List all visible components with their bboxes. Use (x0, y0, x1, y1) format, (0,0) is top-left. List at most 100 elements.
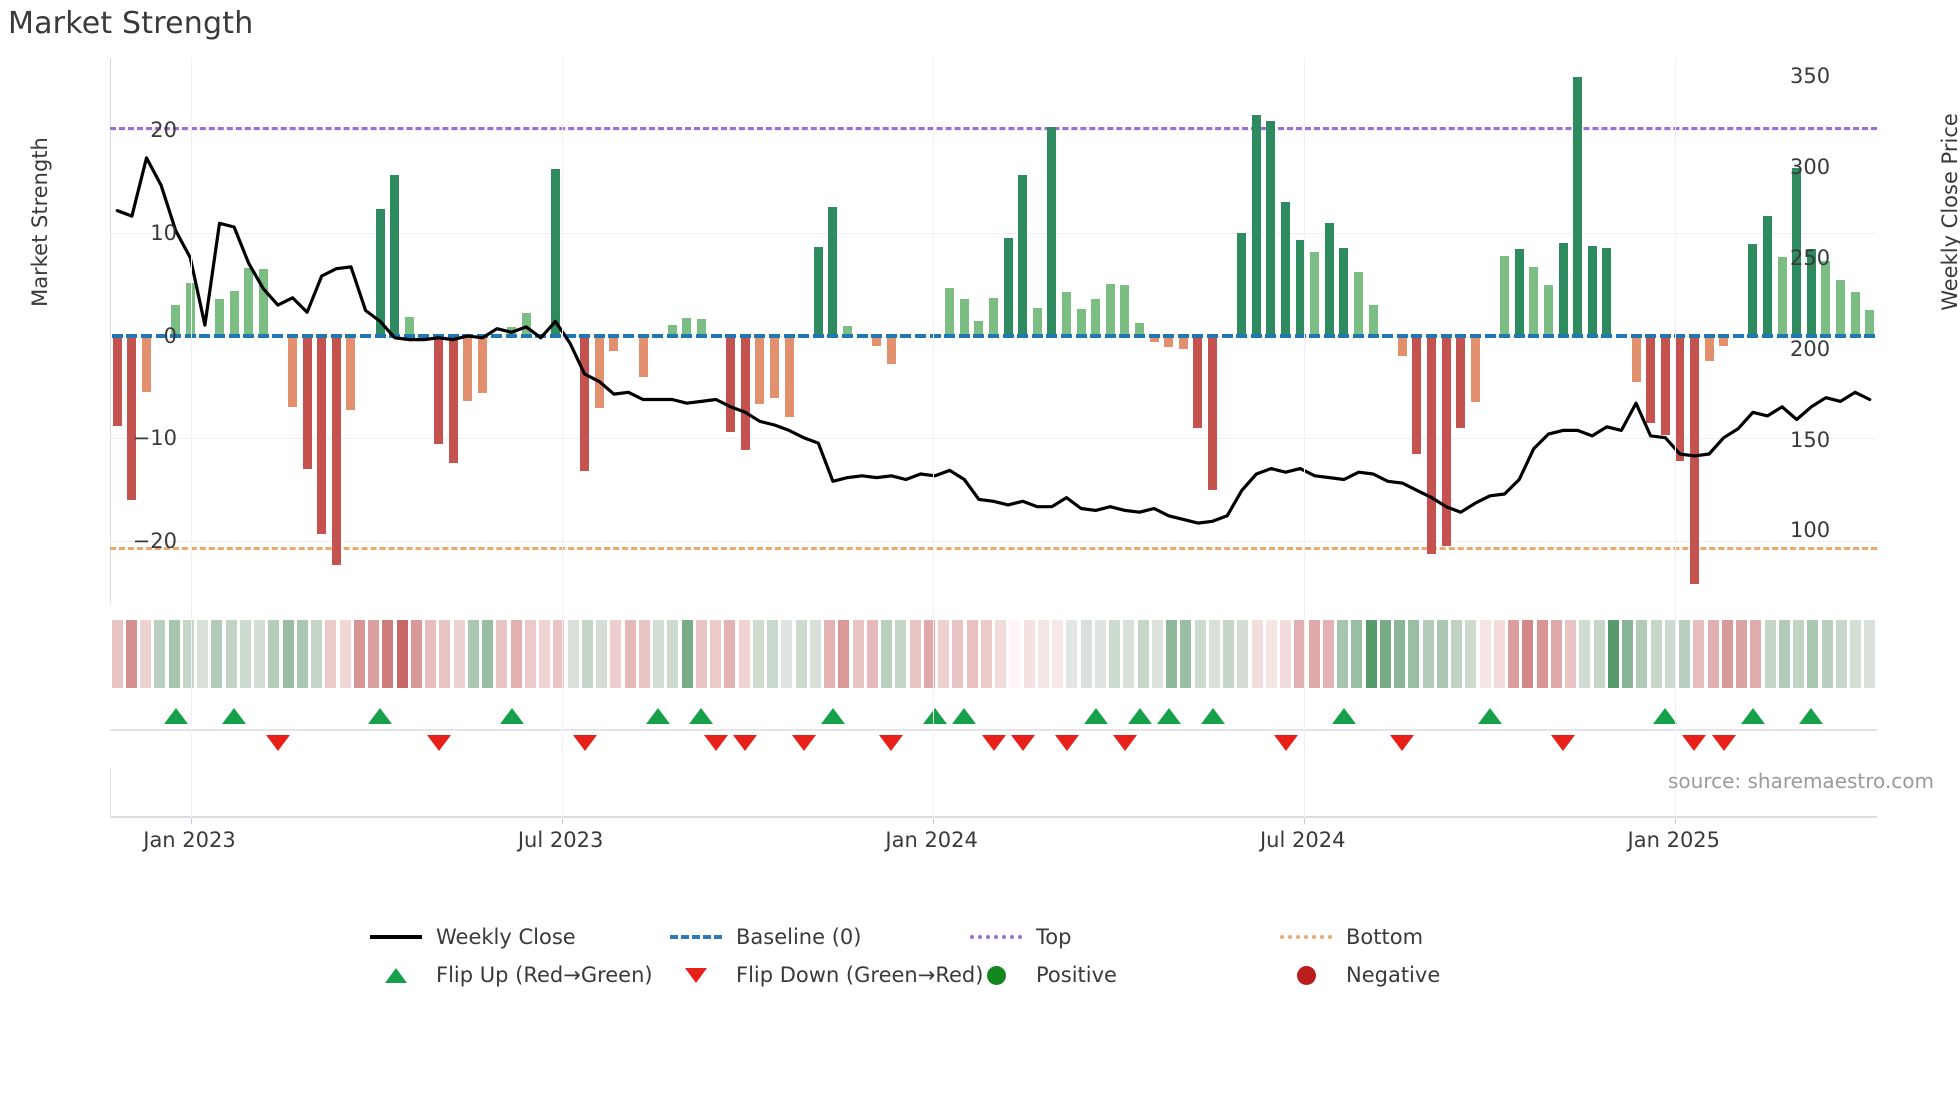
baseline-marker (1864, 333, 1876, 338)
baseline-marker (783, 333, 795, 338)
heatmap-cell (710, 620, 722, 688)
heatmap-cell (596, 620, 608, 688)
baseline-marker (1499, 333, 1511, 338)
legend-item-positive[interactable]: Positive (970, 963, 1280, 987)
strength-bar (1456, 335, 1466, 429)
heatmap-cell (1793, 620, 1805, 688)
baseline-marker (155, 333, 167, 338)
flip-down-marker (1711, 735, 1736, 751)
heatmap-cell (1080, 620, 1092, 688)
dot-red-icon (1280, 965, 1332, 985)
heatmap-cell (1750, 620, 1762, 688)
x-axis-tick-mark (932, 816, 934, 824)
strength-bar (521, 313, 531, 336)
baseline-marker (257, 333, 269, 338)
flip-up-marker (1200, 708, 1225, 724)
baseline-marker (973, 333, 985, 338)
legend-item-flip-down[interactable]: Flip Down (Green→Red) (670, 963, 983, 987)
legend-item-baseline[interactable]: Baseline (0) (670, 925, 970, 949)
heatmap-cell (1522, 620, 1534, 688)
heatmap-cell (197, 620, 209, 688)
legend-item-weekly-close[interactable]: Weekly Close (370, 925, 670, 949)
strength-bar (1281, 201, 1291, 336)
legend-item-bottom[interactable]: Bottom (1280, 925, 1590, 949)
flip-up-marker (1083, 708, 1108, 724)
strength-bar (1543, 285, 1553, 336)
heatmap-cell (1123, 620, 1135, 688)
heatmap-cell (1850, 620, 1862, 688)
baseline-marker (1674, 333, 1686, 338)
y-axis-right-tick: 350 (1790, 64, 1831, 89)
heatmap-cell (1009, 620, 1021, 688)
dotted-line-orange-icon (1280, 935, 1332, 939)
strength-bar (1237, 232, 1247, 336)
baseline-marker (1601, 333, 1613, 338)
strength-bar (1164, 335, 1174, 347)
strength-bar (1427, 335, 1437, 554)
heatmap-cell (1451, 620, 1463, 688)
baseline-marker (418, 333, 430, 338)
heatmap-cell (1650, 620, 1662, 688)
y-axis-right-tick: 300 (1790, 155, 1831, 179)
flip-down-marker (1682, 735, 1707, 751)
heatmap-cell (1251, 620, 1263, 688)
baseline-marker (170, 333, 182, 338)
baseline-marker (754, 333, 766, 338)
y-axis-right-tick: 200 (1790, 336, 1831, 361)
heatmap-cell (1066, 620, 1078, 688)
heatmap-cell (382, 620, 394, 688)
legend-item-top[interactable]: Top (970, 925, 1280, 949)
strength-bar (1178, 335, 1188, 349)
legend-item-flip-up[interactable]: Flip Up (Red→Green) (370, 963, 670, 987)
bottom-reference-line (110, 547, 1877, 551)
x-axis-tick-label: Jan 2025 (1627, 828, 1721, 852)
baseline-marker (681, 333, 693, 338)
baseline-marker (695, 333, 707, 338)
heatmap-cell (795, 620, 807, 688)
page-title: Market Strength (8, 6, 254, 41)
strength-bar (1821, 260, 1831, 336)
legend-label: Weekly Close (436, 925, 576, 949)
dotted-line-purple-icon (970, 935, 1022, 939)
baseline-marker (1280, 333, 1292, 338)
heatmap-cell (966, 620, 978, 688)
baseline-marker (141, 333, 152, 338)
baseline-marker (360, 333, 372, 338)
flip-up-marker (952, 708, 977, 724)
baseline-marker (710, 333, 722, 338)
flip-up-marker (1331, 708, 1356, 724)
strength-bar (726, 335, 736, 433)
heatmap-cell (1052, 620, 1064, 688)
heatmap-cell (111, 620, 123, 688)
baseline-marker (1134, 333, 1146, 338)
flip-down-marker (1054, 735, 1079, 751)
heatmap-cell (824, 620, 836, 688)
baseline-marker (1061, 333, 1073, 338)
heatmap-cell (1736, 620, 1748, 688)
strength-bar (594, 335, 604, 408)
baseline-marker (988, 333, 999, 338)
baseline-marker (1776, 333, 1788, 338)
baseline-marker (1791, 333, 1803, 338)
baseline-marker (1046, 333, 1058, 338)
flip-markers-area (110, 700, 1877, 760)
legend-label: Top (1036, 925, 1072, 949)
heatmap-cell (909, 620, 921, 688)
heatmap-cell (581, 620, 593, 688)
strength-bar (1865, 309, 1875, 336)
heatmap-cell (1208, 620, 1220, 688)
baseline-marker (1207, 333, 1219, 338)
legend-label: Bottom (1346, 925, 1424, 949)
heatmap-cell (781, 620, 793, 688)
x-gridline (1674, 58, 1676, 818)
strength-bar (390, 175, 400, 336)
strength-bar (813, 247, 823, 336)
strength-bar (258, 268, 268, 336)
x-gridline (932, 58, 934, 818)
baseline-marker (885, 333, 897, 338)
flip-down-marker (981, 735, 1006, 751)
legend-item-negative[interactable]: Negative (1280, 963, 1590, 987)
baseline-marker (871, 333, 883, 338)
heatmap-cell (439, 620, 451, 688)
strength-bar (1003, 237, 1013, 336)
